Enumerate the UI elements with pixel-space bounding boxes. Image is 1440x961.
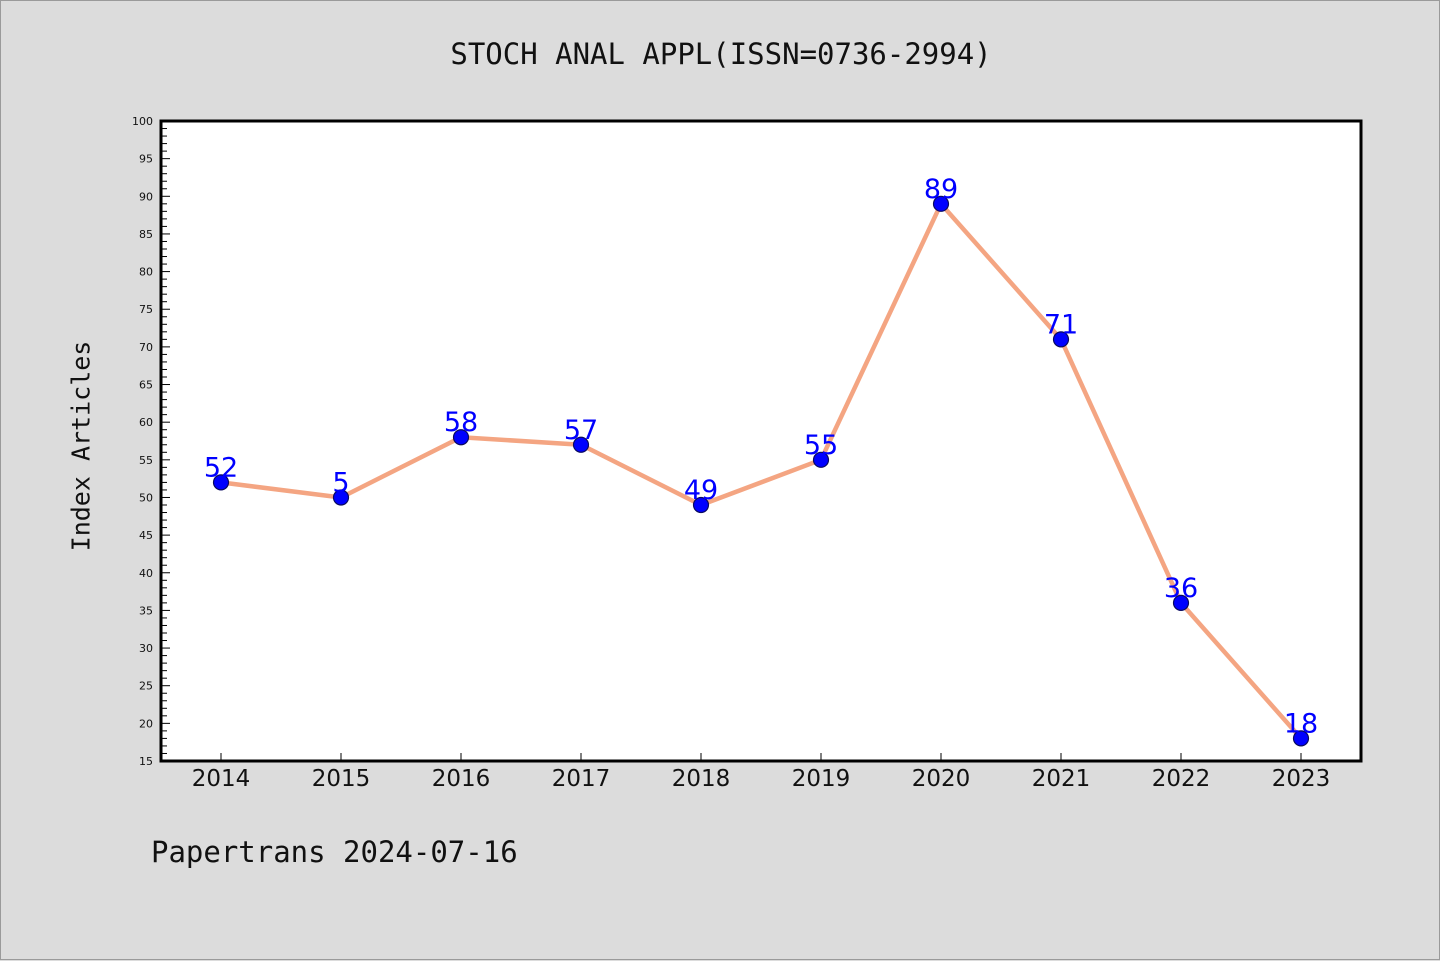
data-label: 52 <box>204 452 238 483</box>
data-point <box>452 429 470 446</box>
footer-text: Papertrans 2024-07-16 <box>151 835 518 869</box>
data-point <box>932 195 950 212</box>
x-tick-label: 2021 <box>1032 766 1091 792</box>
y-tick-label: 20 <box>139 717 153 730</box>
data-label: 18 <box>1284 708 1318 739</box>
data-point <box>692 496 710 514</box>
y-tick-label: 30 <box>139 642 153 655</box>
data-label: 49 <box>684 475 718 506</box>
y-tick-label: 55 <box>139 454 153 467</box>
y-tick-label: 40 <box>139 567 153 580</box>
x-tick-label: 2023 <box>1272 766 1331 792</box>
y-tick-label: 35 <box>139 604 153 617</box>
x-tick-label: 2017 <box>552 766 611 792</box>
series-line <box>218 201 1304 741</box>
y-tick-label: 85 <box>139 228 153 241</box>
y-tick-label: 60 <box>139 416 153 429</box>
chart-title: STOCH ANAL APPL(ISSN=0736-2994) <box>450 37 992 71</box>
data-point <box>1052 331 1070 348</box>
x-tick-label: 2018 <box>672 766 731 792</box>
x-tick-label: 2016 <box>432 766 491 792</box>
x-tick-label: 2019 <box>792 766 851 792</box>
data-label: 57 <box>564 415 598 446</box>
y-tick-label: 70 <box>139 341 153 354</box>
data-label: 89 <box>924 174 958 205</box>
y-tick-label: 90 <box>139 190 153 203</box>
y-tick-label: 95 <box>139 153 153 166</box>
data-point <box>812 451 830 468</box>
y-tick-label: 25 <box>139 680 153 693</box>
y-tick-label: 65 <box>139 379 153 392</box>
x-tick-label: 2020 <box>912 766 971 792</box>
plot-area <box>161 121 1361 761</box>
data-label: 5 <box>332 467 349 498</box>
y-tick-label: 45 <box>139 529 153 542</box>
y-tick-label: 100 <box>132 115 153 128</box>
data-label: 55 <box>804 430 838 461</box>
data-point <box>572 436 590 453</box>
data-point <box>212 474 230 491</box>
data-label: 71 <box>1044 309 1078 340</box>
data-point <box>1172 594 1190 611</box>
data-label: 58 <box>444 407 478 438</box>
x-tick-label: 2014 <box>192 766 251 792</box>
data-point <box>332 489 350 506</box>
data-label: 36 <box>1164 573 1198 604</box>
y-tick-label: 15 <box>139 755 153 768</box>
y-tick-label: 80 <box>139 266 153 279</box>
data-point <box>1292 730 1310 747</box>
plot-border <box>159 119 1363 763</box>
y-tick-label: 50 <box>139 491 153 504</box>
x-tick-label: 2022 <box>1152 766 1211 792</box>
y-tick-label: 75 <box>139 303 153 316</box>
x-tick-label: 2015 <box>312 766 371 792</box>
